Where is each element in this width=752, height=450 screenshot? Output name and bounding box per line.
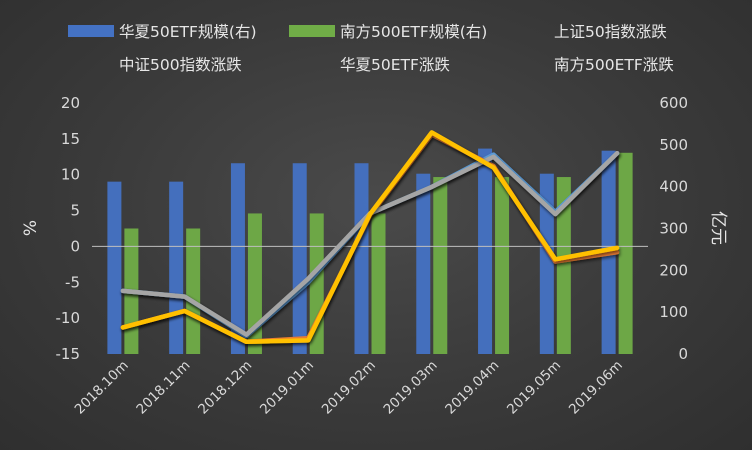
legend-label: 华夏50ETF涨跌 (340, 56, 450, 74)
bar-nanfang500-size (433, 177, 448, 354)
bar-huaxia50-size (107, 181, 122, 354)
left-tick-label: 20 (61, 94, 80, 112)
legend-huaxia50-etf: 华夏50ETF涨跌 (286, 56, 450, 74)
legend-label: 中证500指数涨跌 (119, 56, 242, 74)
left-tick-label: -5 (65, 273, 80, 291)
bar-series (107, 148, 633, 354)
bar-huaxia50-size (292, 163, 307, 354)
right-axis-label: 亿元 (708, 211, 728, 245)
bar-nanfang500-size (371, 213, 386, 354)
x-tick-label: 2018.10m (72, 358, 132, 418)
x-axis: 2018.10m 2018.11m 2018.12m 2019.01m 2019.02m… (72, 358, 626, 418)
legend: 华夏50ETF规模(右) 南方500ETF规模(右) 上证50指数涨跌中证500指数… (65, 23, 674, 74)
x-tick-label: 2019.06m (566, 358, 626, 418)
legend-label: 南方500ETF规模(右) (340, 23, 487, 41)
legend-huaxia50-size: 华夏50ETF规模(右) (68, 23, 257, 41)
left-axis: -15 -10 -5 0 5 10 15 20% (21, 94, 80, 363)
line-series (120, 130, 620, 345)
left-tick-label: -15 (56, 345, 81, 363)
bar-huaxia50-size (169, 181, 184, 354)
bar-nanfang500-size (618, 152, 633, 354)
bar-nanfang500-size (556, 177, 571, 354)
bar-huaxia50-size (230, 163, 245, 354)
left-tick-label: 10 (61, 166, 80, 184)
legend-label: 南方500ETF涨跌 (554, 56, 674, 74)
x-tick-label: 2018.11m (133, 358, 193, 418)
x-tick-label: 2019.02m (319, 358, 379, 418)
left-tick-label: 15 (61, 130, 80, 148)
legend-swatch (289, 25, 335, 37)
left-tick-label: 5 (70, 202, 80, 220)
right-tick-label: 300 (659, 220, 688, 238)
x-tick-label: 2019.03m (381, 358, 441, 418)
legend-label: 华夏50ETF规模(右) (119, 23, 257, 41)
bar-huaxia50-size (478, 148, 493, 354)
bar-nanfang500-size (247, 213, 262, 354)
x-tick-label: 2019.05m (504, 358, 564, 418)
x-tick-label: 2018.12m (195, 358, 255, 418)
legend-swatch (68, 25, 114, 37)
bar-nanfang500-size (186, 228, 201, 354)
right-tick-label: 600 (659, 94, 688, 112)
left-axis-label: % (21, 220, 41, 236)
right-axis: 0 100 200 300 400 500 600 亿元 (659, 94, 728, 363)
bar-huaxia50-size (539, 173, 554, 354)
bar-nanfang500-size (495, 177, 510, 354)
right-tick-label: 100 (659, 303, 688, 321)
right-tick-label: 500 (659, 136, 688, 154)
right-tick-label: 200 (659, 261, 688, 279)
x-tick-label: 2019.04m (442, 358, 502, 418)
right-tick-label: 400 (659, 178, 688, 196)
bar-huaxia50-size (354, 163, 369, 354)
x-tick-label: 2019.01m (257, 358, 317, 418)
left-tick-label: 0 (70, 237, 80, 255)
legend-label: 上证50指数涨跌 (554, 23, 667, 41)
legend-sse50: 上证50指数涨跌 (500, 23, 667, 41)
legend-nanfang500-size: 南方500ETF规模(右) (289, 23, 487, 41)
bar-huaxia50-size (416, 173, 431, 354)
left-tick-label: -10 (56, 309, 81, 327)
legend-csi500: 中证500指数涨跌 (65, 56, 242, 74)
right-tick-label: 0 (678, 345, 688, 363)
legend-nanfang500-etf: 南方500ETF涨跌 (500, 56, 674, 74)
line-nanfang500-etf (120, 130, 620, 345)
